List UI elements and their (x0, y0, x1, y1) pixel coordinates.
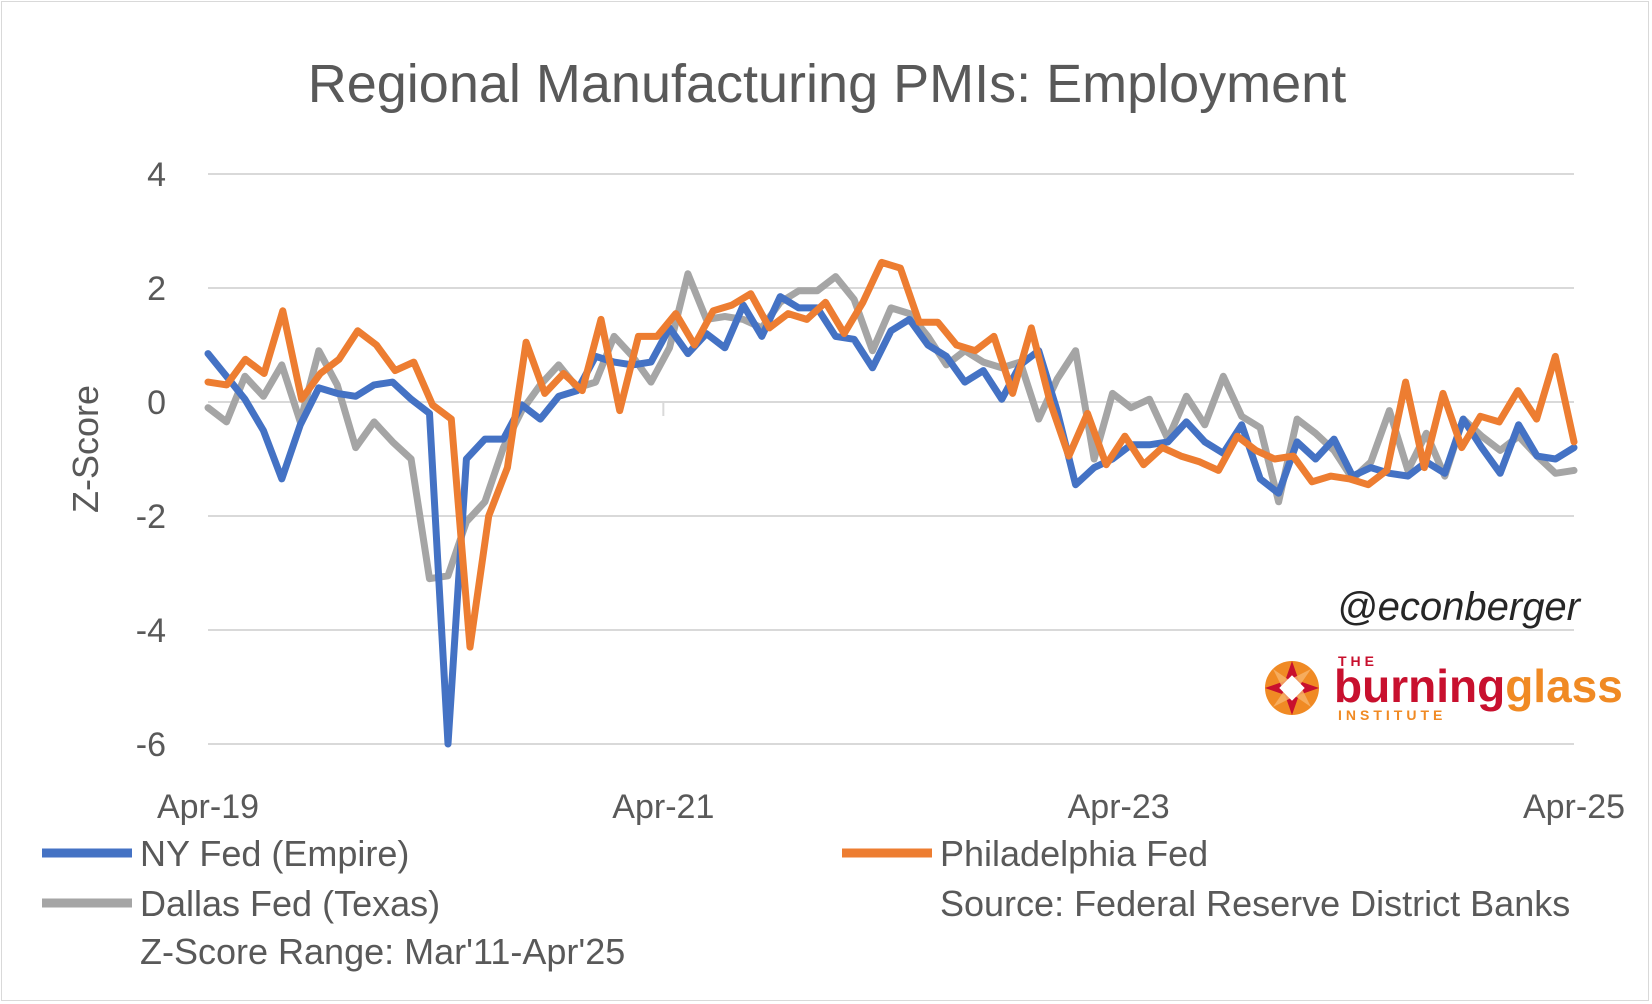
y-tick-label: -4 (136, 612, 166, 650)
y-tick-label: 0 (147, 384, 166, 422)
y-tick-label: -2 (136, 498, 166, 536)
logo-the: THE (1338, 653, 1378, 669)
burning-glass-logo: THE burningglass INSTITUTE (1265, 653, 1623, 723)
x-tick-label: Apr-21 (612, 788, 714, 826)
logo-institute: INSTITUTE (1338, 707, 1446, 723)
series-line-philly (204, 258, 1578, 651)
y-tick-label: 2 (147, 270, 166, 308)
x-tick-label: Apr-23 (1068, 788, 1170, 826)
x-tick-labels: Apr-19 Apr-21 Apr-23 Apr-25 (157, 788, 1625, 826)
logo-burning: burning (1334, 660, 1505, 712)
y-tick-labels: 4 2 0 -2 -4 -6 (136, 156, 166, 764)
zscore-range-note: Z-Score Range: Mar'11-Apr'25 (140, 931, 625, 972)
series-line-dallas (204, 270, 1578, 583)
chart-title: Regional Manufacturing PMIs: Employment (308, 54, 1346, 114)
y-tick-label: -6 (136, 726, 166, 764)
series-lines (204, 258, 1578, 748)
twitter-handle: @econberger (1337, 585, 1582, 629)
legend-label-philly: Philadelphia Fed (940, 833, 1208, 874)
y-tick-label: 4 (147, 156, 166, 194)
x-tick-label: Apr-25 (1523, 788, 1625, 826)
logo-sun-icon (1265, 661, 1319, 715)
legend-label-ny: NY Fed (Empire) (140, 833, 409, 874)
y-axis-label: Z-Score (65, 385, 106, 513)
legend: NY Fed (Empire) Philadelphia Fed Dallas … (42, 833, 1570, 972)
source-note: Source: Federal Reserve District Banks (940, 883, 1570, 924)
x-tick-label: Apr-19 (157, 788, 259, 826)
logo-glass: glass (1505, 660, 1623, 712)
legend-label-dallas: Dallas Fed (Texas) (140, 883, 440, 924)
series-line-ny (204, 293, 1578, 748)
logo-wordmark: burningglass (1334, 660, 1623, 712)
